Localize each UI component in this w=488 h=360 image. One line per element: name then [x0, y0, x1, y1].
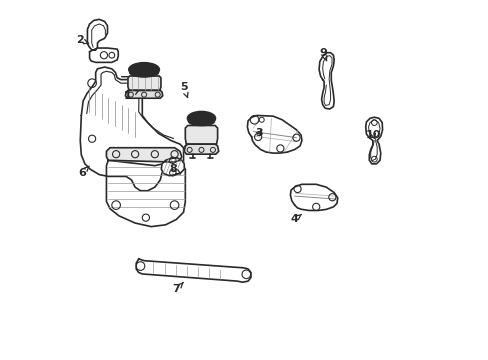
Polygon shape	[184, 144, 218, 154]
Polygon shape	[136, 259, 250, 282]
Polygon shape	[125, 90, 163, 98]
Polygon shape	[185, 126, 217, 144]
Ellipse shape	[128, 63, 159, 76]
Ellipse shape	[194, 113, 208, 120]
Ellipse shape	[187, 112, 215, 125]
Ellipse shape	[188, 117, 214, 126]
Text: 10: 10	[365, 130, 381, 140]
Text: 9: 9	[319, 48, 326, 61]
Polygon shape	[89, 48, 118, 62]
Ellipse shape	[139, 62, 148, 67]
Polygon shape	[80, 67, 183, 191]
Ellipse shape	[129, 68, 158, 77]
Text: 6: 6	[78, 166, 89, 178]
Text: 2: 2	[76, 35, 89, 45]
Polygon shape	[290, 184, 337, 211]
Text: 4: 4	[290, 214, 301, 224]
Text: 3: 3	[255, 129, 262, 138]
Text: 7: 7	[172, 283, 183, 294]
Polygon shape	[365, 117, 382, 164]
Polygon shape	[319, 53, 333, 109]
Text: 8: 8	[168, 164, 180, 174]
Polygon shape	[161, 158, 184, 176]
Polygon shape	[247, 116, 301, 153]
Text: 5: 5	[180, 82, 187, 98]
Polygon shape	[106, 160, 185, 226]
Polygon shape	[106, 148, 182, 162]
Polygon shape	[87, 19, 107, 50]
Polygon shape	[128, 76, 161, 90]
Ellipse shape	[137, 63, 151, 69]
Text: 1: 1	[124, 90, 138, 101]
